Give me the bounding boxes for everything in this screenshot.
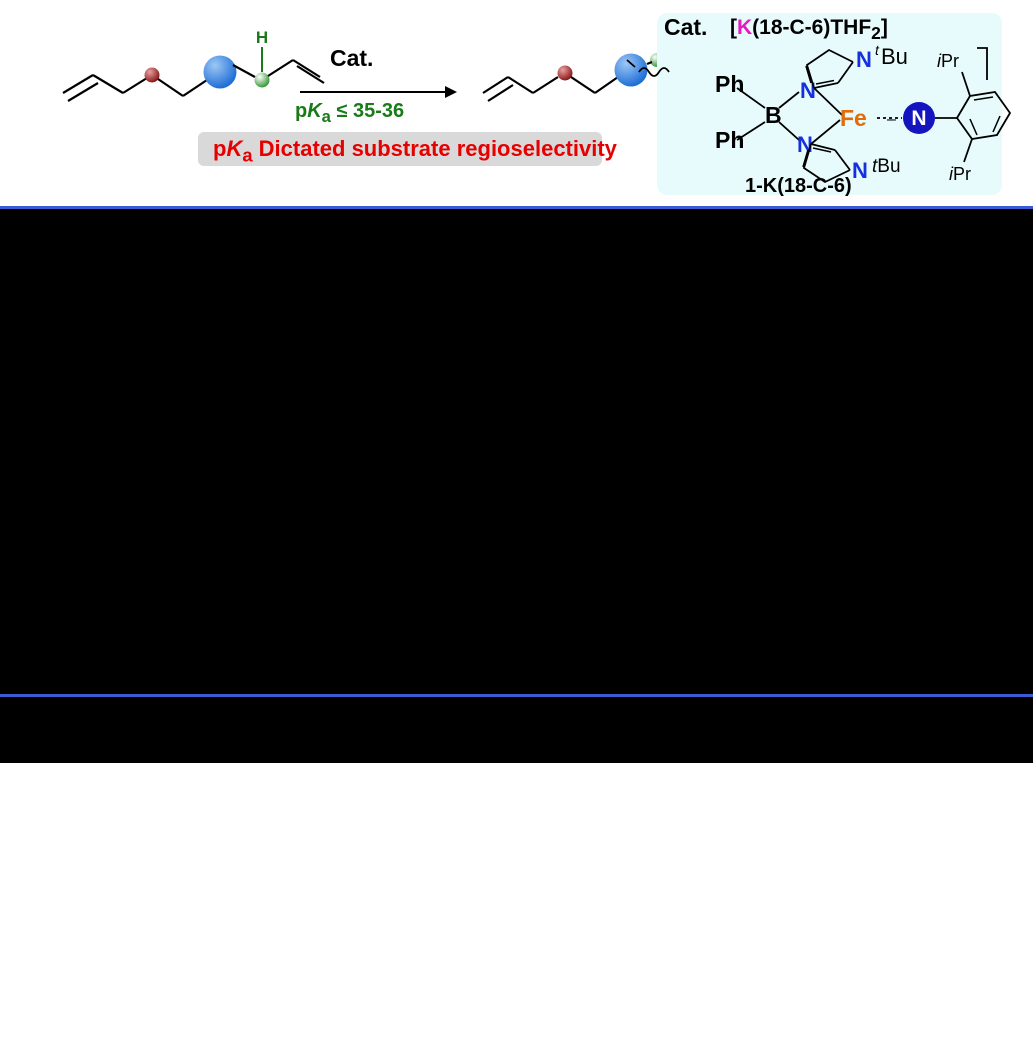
svg-text:Ph: Ph <box>715 127 744 153</box>
svg-text:H: H <box>256 28 268 47</box>
svg-text:iPr: iPr <box>949 164 971 184</box>
svg-text:N: N <box>911 107 926 130</box>
svg-text:B: B <box>765 102 782 128</box>
svg-text:t: t <box>875 42 880 58</box>
svg-text:N: N <box>856 47 872 72</box>
svg-text:Fe: Fe <box>840 105 867 131</box>
svg-text:Ph: Ph <box>715 71 744 97</box>
svg-text:–: – <box>887 111 896 128</box>
svg-text:tBu: tBu <box>872 156 901 177</box>
svg-text:N: N <box>800 78 816 103</box>
svg-text:Bu: Bu <box>881 44 908 69</box>
svg-text:iPr: iPr <box>937 51 959 71</box>
svg-text:N: N <box>852 158 868 183</box>
